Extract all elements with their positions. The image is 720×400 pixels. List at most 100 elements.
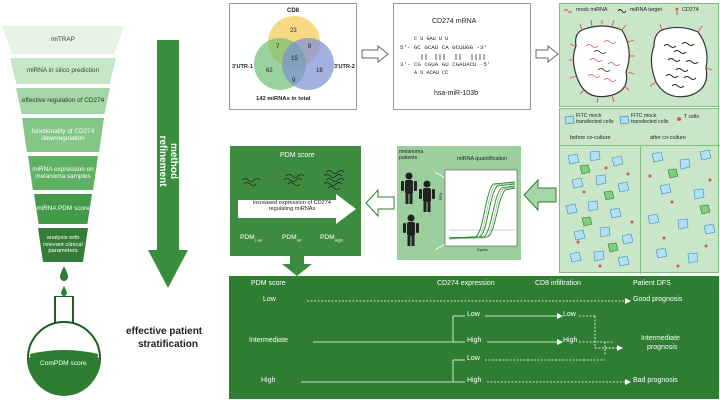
cd274-low-bottom: Low	[467, 355, 480, 362]
qpcr-curves	[435, 169, 518, 251]
pdm-arrow-icon	[238, 194, 356, 224]
stratification-lines	[301, 298, 631, 385]
pdm-title: PDM score	[280, 152, 315, 159]
prognosis-bad: Bad prognosis	[633, 377, 678, 384]
arrow-left-icon	[523, 178, 557, 212]
coculture-panel: FITC mock transfected cells FITC mock tr…	[559, 108, 720, 274]
venn-diagram	[254, 16, 334, 90]
legend-fitc-mock-2: FITC mock transfected cells	[631, 113, 669, 125]
col-cd8-infiltration: CD8 infiltration	[535, 280, 581, 287]
cd8-low-top: Low	[563, 311, 576, 318]
venn-region-top: 23	[290, 28, 297, 34]
cd8-high: High	[563, 337, 578, 344]
legend-cd274: CD274	[682, 7, 699, 13]
row-low: Low	[263, 296, 276, 303]
pdm-high: PDMHigh	[320, 234, 343, 242]
venn-total: 142 miRNAs in total	[256, 96, 311, 102]
melanoma-patients-label: melanoma patients	[399, 149, 424, 161]
mrna-title: CD274 mRNA	[432, 18, 477, 25]
venn-region-top-right: 8	[308, 44, 312, 50]
col-pdm-score: PDM score	[251, 280, 286, 287]
fitc-mirna-cell-icon	[619, 115, 630, 125]
coculture-cells-scatter	[565, 149, 716, 268]
arrow-right-icon	[361, 44, 389, 64]
patients-icon	[401, 172, 435, 246]
cd274-low: Low	[467, 311, 480, 318]
stratification-panel: PDM score CD274 expression CD8 infiltrat…	[229, 276, 719, 399]
row-intermediate: Intermediate	[249, 337, 288, 344]
venn-label-left: 3'UTR-1	[232, 64, 253, 70]
pdm-curves	[241, 170, 345, 190]
col-cd274-expression: CD274 expression	[437, 280, 495, 287]
mock-mirna-icon	[564, 9, 573, 13]
mirna-target-icon	[618, 9, 627, 13]
funnel-step-functionality: functionality of CD274 downregulation	[22, 118, 104, 152]
mrna-top-loops: C U GAU U U	[414, 36, 449, 42]
cd274-high-bottom: High	[467, 377, 482, 384]
funnel-step-in-silico: miRNA in silico prediction	[10, 58, 116, 84]
legend-mock-mirna: mock miRNA	[576, 7, 608, 13]
cd274-high: High	[467, 337, 482, 344]
pdm-high-sub: High	[334, 237, 343, 243]
venn-region-bottom: 9	[292, 78, 296, 84]
arrow-down-icon	[282, 256, 312, 276]
legend-mirna-target: miRNA target	[630, 7, 663, 13]
pdm-panel: PDM score increased expression of CD274 …	[230, 146, 361, 256]
venn-region-center: 15	[291, 56, 298, 62]
tcell-icon	[677, 117, 681, 121]
prognosis-good: Good prognosis	[633, 296, 683, 303]
venn-region-right: 18	[316, 68, 323, 74]
venn-region-top-left: 7	[276, 44, 280, 50]
cell-mirna-icon	[649, 23, 713, 98]
mirna-name: hsa-miR-103b	[434, 90, 478, 97]
method-refinement-label: method refinement	[157, 135, 179, 187]
flask-icon	[27, 296, 101, 396]
venn-label-top: CD8	[287, 8, 300, 14]
coculture-divider-vertical	[640, 145, 641, 274]
quant-xaxis: Cycles	[477, 248, 488, 252]
mrna-bottom-strand: 3'- CG CGUA GU CGAUACU -5'	[400, 61, 491, 68]
venn-region-left: 62	[266, 68, 273, 74]
cd274-protein-icon	[675, 7, 679, 15]
pdm-arrow-text: increased expression of CD274 regulating…	[252, 200, 332, 213]
pdm-int-text: PDM	[282, 234, 297, 241]
funnel-step-regulation: effective regulation of CD274	[16, 88, 110, 114]
pdm-int-sub: Int	[296, 237, 302, 243]
base-pairs	[421, 54, 485, 60]
label-before-coculture: before co-culture	[570, 135, 611, 141]
mrna-panel: CD274 mRNA C U GAU U U 5'- GC GCAU CA GC…	[393, 3, 531, 110]
mrna-bottom-loops: A U ACAU CC	[414, 70, 449, 76]
quant-panel: melanoma patients miRNA quantification	[397, 146, 521, 260]
mrna-top-strand: 5'- GC GCAU CA GCUUGG -3'	[400, 44, 487, 51]
pdm-low: PDMLow	[240, 234, 262, 242]
drop-icon	[60, 266, 68, 296]
prognosis-intermediate-2: prognosis	[647, 344, 678, 351]
cells-panel: mock miRNA miRNA target CD274	[559, 3, 719, 107]
flask-label: ComPDM score	[40, 360, 87, 367]
label-after-coculture: after co-culture	[650, 135, 686, 141]
quant-yaxis: RFU	[439, 192, 443, 200]
quant-title: miRNA quantification	[457, 156, 508, 162]
funnel-step-pdm: miRNA PDM score	[34, 194, 92, 224]
pdm-high-text: PDM	[320, 234, 335, 241]
method-refinement-arrow	[148, 40, 188, 288]
venn-panel: CD8 3'UTR-1 3'UTR-2 23 7 8 15 62 18 9 14…	[229, 3, 357, 110]
arrow-left-icon	[365, 188, 395, 218]
row-high: High	[261, 377, 276, 384]
venn-label-right: 3'UTR-2	[334, 64, 355, 70]
pdm-low-text: PDM	[240, 234, 255, 241]
pdm-int: PDMInt	[282, 234, 301, 242]
legend-fitc-mock: FITC mock transfected cells	[576, 113, 614, 125]
arrow-right-icon	[535, 44, 559, 64]
funnel-step-mitrap: miTRAP	[2, 26, 124, 54]
pdm-low-sub: Low	[254, 237, 262, 243]
funnel-step-clinical: analysis with relevant clinical paramete…	[38, 228, 88, 262]
stratification-label-1: effective patient	[126, 326, 203, 337]
fitc-mock-cell-icon	[564, 115, 575, 125]
cell-mock-icon	[569, 20, 635, 104]
legend-tcells: T cells	[684, 114, 699, 120]
prognosis-intermediate-1: Intermediate	[641, 335, 680, 342]
funnel-step-expression: miRNA expression on melanoma samples	[28, 156, 98, 190]
col-patient-dfs: Patient DFS	[633, 280, 671, 287]
stratification-label-2: stratification	[138, 339, 199, 350]
